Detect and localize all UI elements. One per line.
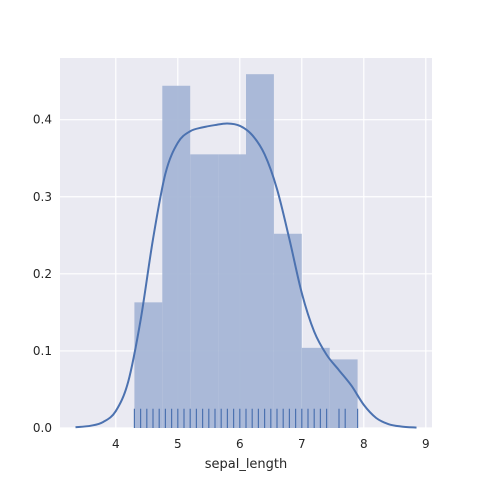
x-tick-label: 7 [298,437,306,451]
x-tick-label: 9 [422,437,430,451]
histogram-bar [162,85,191,428]
x-tick-label: 6 [236,437,244,451]
histogram-bar [134,302,163,428]
histogram-bar [218,154,246,428]
x-axis-label: sepal_length [205,457,288,472]
x-tick-label: 8 [360,437,368,451]
histogram-bar [329,359,358,428]
y-tick-labels: 0.0 0.1 0.2 0.3 0.4 [33,113,52,435]
x-tick-label: 4 [112,437,120,451]
y-tick-label: 0.4 [33,113,52,127]
kde-curve [75,122,417,429]
histogram-bar [246,74,274,428]
y-tick-label: 0.2 [33,267,52,281]
histogram-bar [301,347,330,428]
x-tick-labels: 4 5 6 7 8 9 [112,437,430,451]
y-tick-label: 0.1 [33,344,52,358]
rug-ticks [133,408,359,428]
histogram-bar [273,233,302,428]
x-tick-label: 5 [174,437,182,451]
y-tick-label: 0.3 [33,190,52,204]
y-tick-label: 0.0 [33,421,52,435]
histogram-bar [190,154,219,428]
